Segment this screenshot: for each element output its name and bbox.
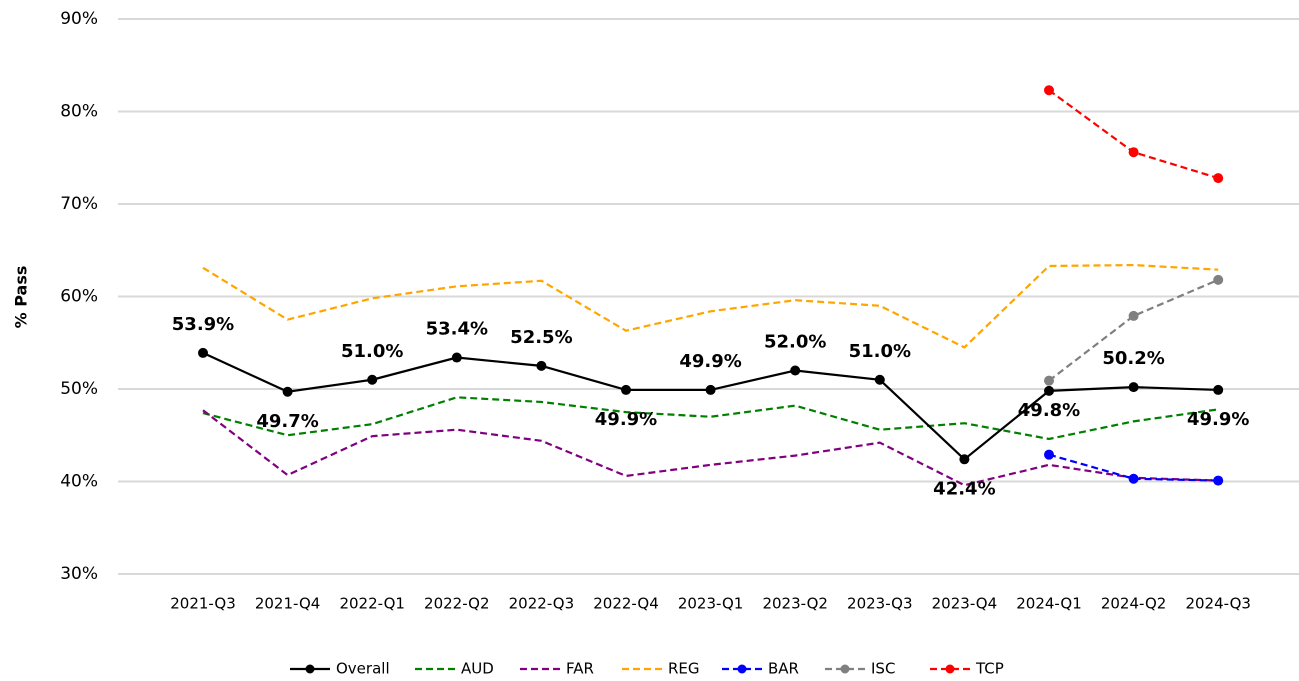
point [367, 374, 378, 385]
y-tick-label: 90% [60, 9, 98, 29]
x-tick-label: 2021-Q4 [255, 595, 321, 613]
y-tick-label: 80% [60, 102, 98, 122]
legend-label: REG [668, 660, 700, 678]
y-tick-label: 40% [60, 472, 98, 492]
x-tick-label: 2022-Q2 [424, 595, 490, 613]
series-line [1048, 278, 1219, 382]
x-tick-label: 2024-Q1 [1016, 595, 1082, 613]
point [536, 360, 547, 371]
value-label: 49.9% [595, 409, 657, 430]
y-axis-label: % Pass [12, 266, 31, 329]
point [705, 384, 716, 395]
y-tick-label: 30% [60, 564, 98, 584]
legend-marker [840, 664, 850, 674]
series-line [1048, 89, 1219, 180]
legend-label: FAR [566, 660, 594, 678]
point [1044, 85, 1054, 96]
legend-label: Overall [336, 660, 390, 678]
x-tick-label: 2024-Q2 [1101, 595, 1167, 613]
series-line [1048, 453, 1219, 482]
point [959, 454, 970, 465]
point [1213, 475, 1224, 486]
x-tick-label: 2023-Q3 [847, 595, 913, 613]
legend-label: AUD [461, 660, 494, 678]
point [1128, 147, 1139, 158]
point [1128, 382, 1139, 393]
point [1044, 385, 1054, 396]
y-tick-label: 60% [60, 287, 98, 307]
legend-label: BAR [768, 660, 799, 678]
series-line [202, 396, 1219, 441]
value-label: 53.4% [426, 319, 488, 340]
legend-label: TCP [975, 660, 1004, 678]
x-tick-label: 2023-Q1 [678, 595, 744, 613]
legend-marker [945, 664, 955, 674]
value-label: 53.9% [172, 314, 234, 335]
value-label: 52.5% [510, 327, 572, 348]
x-tick-label: 2023-Q4 [932, 595, 998, 613]
value-label: 51.0% [341, 341, 403, 362]
value-label: 49.9% [1187, 409, 1249, 430]
point [282, 386, 293, 397]
point [1128, 473, 1139, 484]
x-tick-label: 2022-Q4 [593, 595, 659, 613]
x-tick-label: 2023-Q2 [762, 595, 828, 613]
point [1044, 375, 1054, 386]
x-tick-label: 2022-Q1 [339, 595, 405, 613]
point [621, 384, 631, 395]
value-label: 49.8% [1018, 400, 1080, 421]
series-line [202, 409, 1219, 487]
legend-marker [305, 664, 315, 674]
point [1213, 384, 1224, 395]
x-tick-label: 2022-Q3 [509, 595, 575, 613]
value-label: 42.4% [933, 478, 995, 499]
legend-label: ISC [871, 660, 895, 678]
value-label: 49.7% [256, 411, 318, 432]
value-label: 49.9% [679, 351, 741, 372]
series-line [202, 263, 1219, 349]
legend-marker [737, 664, 747, 674]
point [198, 347, 208, 358]
value-label: 50.2% [1102, 348, 1164, 369]
point [1044, 449, 1054, 460]
point [874, 374, 885, 385]
value-label: 52.0% [764, 332, 826, 353]
y-tick-label: 50% [60, 379, 98, 399]
point [1213, 274, 1224, 285]
point [1213, 173, 1224, 184]
point [1128, 310, 1139, 321]
y-tick-label: 70% [60, 194, 98, 214]
value-label: 51.0% [849, 341, 911, 362]
x-tick-label: 2021-Q3 [170, 595, 236, 613]
point [790, 365, 801, 376]
point [451, 352, 462, 363]
x-tick-label: 2024-Q3 [1185, 595, 1251, 613]
